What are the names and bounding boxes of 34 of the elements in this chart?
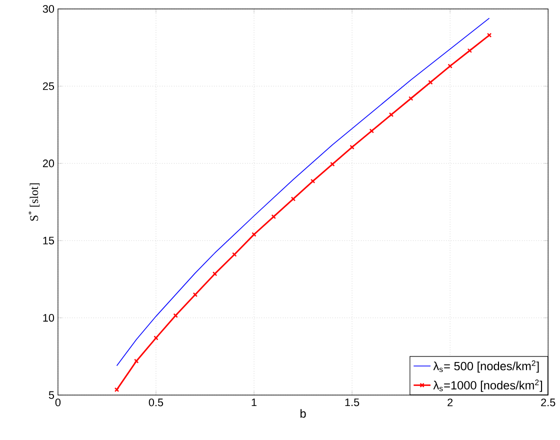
x-tick-label: 2.5: [541, 398, 556, 406]
y-tick-label: 25: [42, 82, 54, 90]
y-axis-title: S$^{*}$ [slot]: [28, 184, 40, 221]
x-tick-label: 0: [55, 398, 61, 406]
point: [388, 112, 394, 118]
point: [330, 162, 335, 167]
point: [192, 292, 198, 298]
point: [232, 252, 237, 258]
point: [448, 64, 452, 69]
x-tick-label: 2: [448, 398, 453, 406]
point: [310, 178, 316, 184]
point: [173, 313, 178, 318]
point: [408, 96, 414, 102]
y-tick-label: 20: [42, 160, 54, 168]
x-axis-title: b: [300, 409, 306, 418]
point: [369, 128, 374, 134]
x-tick-label: 0.5: [148, 398, 164, 406]
point: [134, 358, 139, 364]
legend-label: λ$_{s}$=1000 [nodes/km$^{2}$]: [433, 380, 542, 392]
point: [350, 144, 354, 150]
y-tick-label: 5: [48, 391, 54, 400]
point: [154, 336, 158, 340]
x-tick-label: 1.5: [345, 398, 360, 406]
x-tick-label: 1: [252, 398, 257, 406]
y-tick-label: 15: [43, 237, 54, 245]
point: [212, 272, 218, 276]
legend-label: λ$_{s}$= 500 [nodes/km$^{2}$]: [433, 360, 539, 373]
point: [428, 80, 433, 85]
point: [271, 214, 276, 220]
point: [467, 48, 472, 54]
y-tick-label: 10: [43, 314, 54, 322]
point: [252, 232, 256, 237]
y-tick-label: 30: [42, 5, 54, 13]
point: [290, 196, 296, 202]
